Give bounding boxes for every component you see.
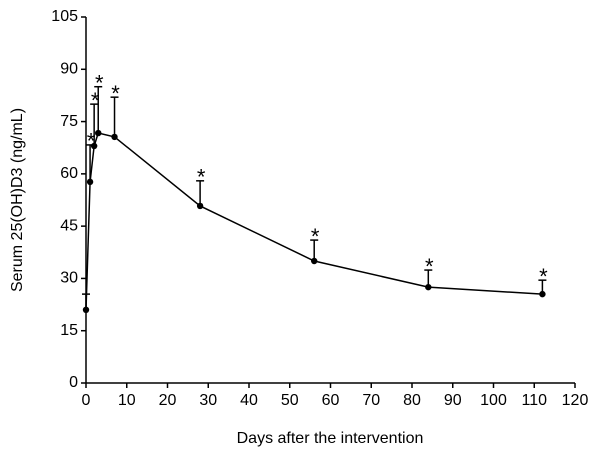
data-point	[90, 142, 98, 150]
x-tick-label: 50	[281, 392, 299, 409]
annotation: *	[87, 129, 96, 154]
y-tick-label: 45	[60, 217, 78, 234]
annotation: *	[91, 88, 100, 113]
data-point	[86, 178, 94, 186]
x-tick-label: 30	[199, 392, 217, 409]
x-tick-label: 70	[362, 392, 380, 409]
data-point	[82, 306, 90, 313]
y-tick-label: 60	[60, 165, 78, 182]
annotation: *	[111, 81, 120, 106]
x-tick-label: 10	[118, 392, 136, 409]
error-bar	[94, 85, 103, 134]
x-axis-label: Days after the intervention	[237, 430, 424, 447]
annotation: *	[95, 71, 104, 96]
x-tick-label: 40	[240, 392, 258, 409]
y-tick-label: 75	[60, 113, 78, 130]
annotation: *	[197, 165, 206, 190]
error-bar	[90, 103, 99, 146]
error-bar	[110, 96, 119, 137]
y-tick-label: 15	[60, 322, 78, 339]
data-point	[196, 202, 204, 210]
error-bar	[196, 180, 205, 206]
y-tick-label: 0	[69, 374, 78, 391]
data-point	[95, 129, 102, 137]
error-bar	[310, 239, 319, 261]
x-tick-label: 20	[159, 392, 177, 409]
x-tick-label: 80	[403, 392, 421, 409]
annotation: *	[539, 264, 548, 289]
y-axis-label: Serum 25(OH)D3 (ng/mL)	[9, 108, 26, 292]
x-tick-label: 0	[82, 392, 91, 409]
data-point	[311, 257, 318, 265]
data-point	[425, 283, 432, 291]
y-tick-label: 105	[51, 8, 78, 25]
x-tick-label: 60	[322, 392, 340, 409]
x-tick-label: 90	[444, 392, 462, 409]
y-tick-label: 90	[60, 61, 78, 78]
data-line	[85, 132, 543, 310]
y-tick-label: 30	[60, 270, 78, 287]
annotation: *	[425, 254, 434, 279]
x-tick-label: 100	[480, 392, 507, 409]
x-tick-label: 120	[562, 392, 589, 409]
data-point	[111, 133, 118, 141]
annotation: *	[311, 224, 320, 249]
x-tick-label: 110	[521, 392, 547, 409]
data-point	[539, 290, 546, 298]
